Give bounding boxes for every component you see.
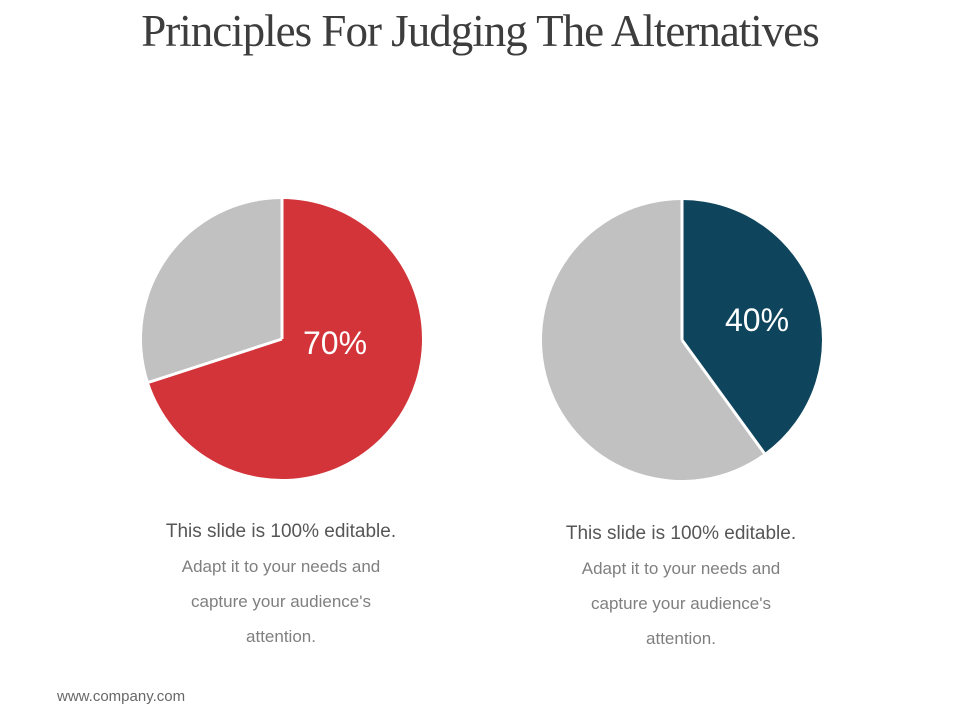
caption-right: This slide is 100% editable. Adapt it to… [519, 516, 843, 656]
slide-title: Principles For Judging The Alternatives [141, 6, 820, 56]
caption-line: Adapt it to your needs and [581, 559, 781, 578]
pie-chart-left: 70% [140, 197, 424, 481]
pie-slice [141, 199, 282, 383]
company-url: www.company.com [57, 688, 186, 705]
caption-line: capture your audience's [591, 594, 771, 613]
pie-svg: 40% [541, 200, 822, 480]
pie-svg: 70% [141, 199, 422, 479]
pie-slice [148, 199, 422, 479]
slice-separator [148, 337, 283, 384]
pie-slice [682, 200, 822, 454]
pie-slice [541, 200, 765, 480]
caption-left: This slide is 100% editable. Adapt it to… [119, 514, 443, 654]
pie-percentage-label: 40% [725, 302, 789, 338]
caption-line: attention. [246, 627, 316, 646]
caption-headline: This slide is 100% editable. [165, 521, 397, 542]
caption-headline: This slide is 100% editable. [565, 523, 797, 544]
pie-chart-right: 40% [540, 198, 824, 482]
pie-percentage-label: 70% [303, 325, 367, 361]
caption-line: attention. [646, 629, 716, 648]
caption-line: capture your audience's [191, 592, 371, 611]
caption-line: Adapt it to your needs and [181, 557, 381, 576]
slice-separator [680, 339, 766, 455]
